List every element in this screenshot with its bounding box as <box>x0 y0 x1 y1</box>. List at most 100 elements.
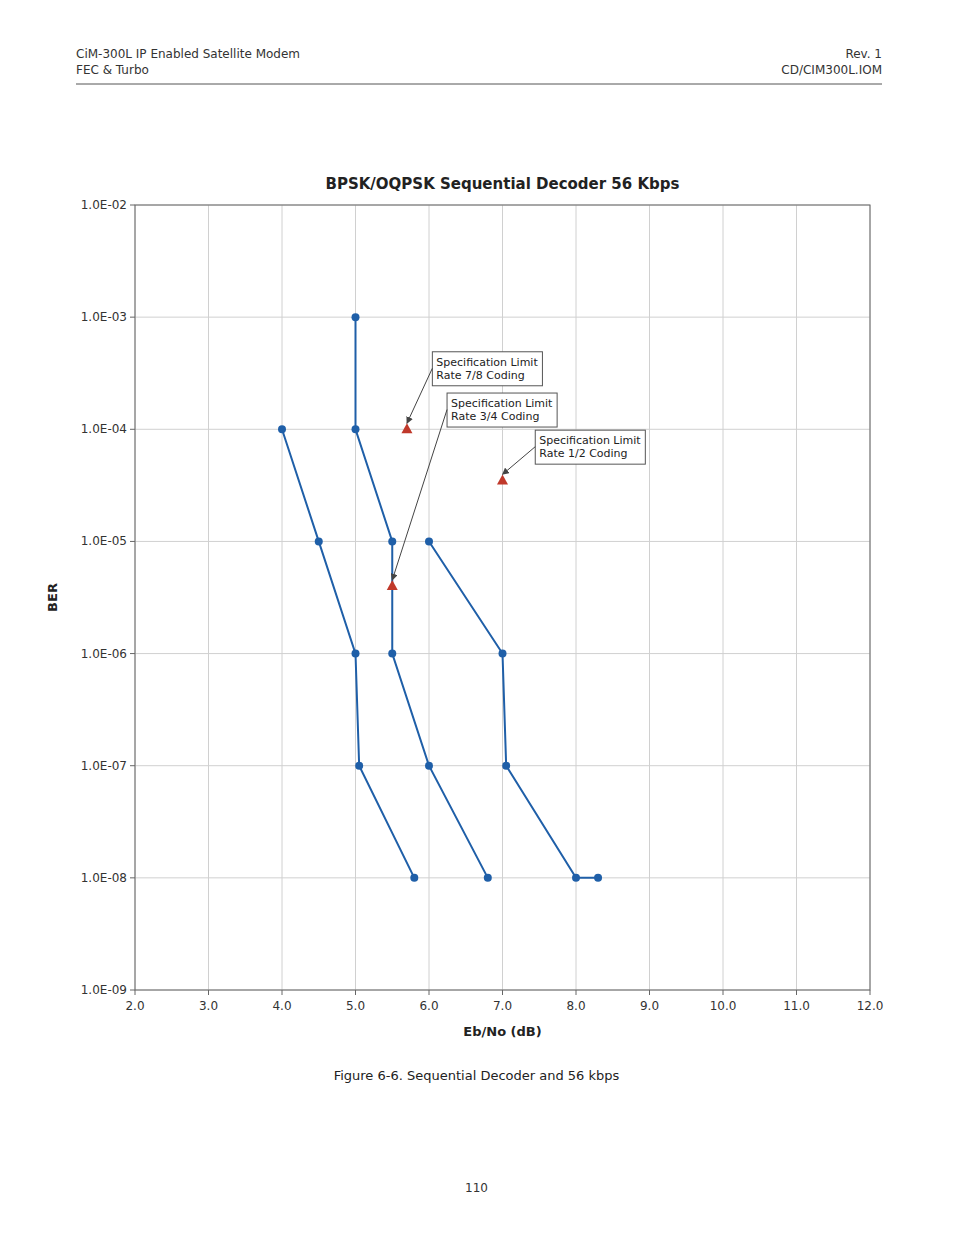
x-tick-label: 4.0 <box>272 999 291 1013</box>
series-point <box>499 650 507 658</box>
x-tick <box>429 990 430 995</box>
annotation-arrow <box>392 410 447 581</box>
series-point <box>388 650 396 658</box>
annotation: Specification LimitRate 3/4 Coding <box>447 393 557 427</box>
annotation-text: Specification LimitRate 3/4 Coding <box>451 397 553 423</box>
annotation-text: Specification LimitRate 1/2 Coding <box>539 434 641 460</box>
x-tick <box>723 990 724 995</box>
series-point <box>572 874 580 882</box>
annotation-point <box>387 580 398 590</box>
y-tick-label: 1.0E-09 <box>81 983 127 997</box>
annotation-box <box>432 352 542 386</box>
annotation-arrow <box>407 368 432 423</box>
y-tick <box>130 877 135 878</box>
annotation-point <box>401 423 412 433</box>
x-grid-line <box>208 205 209 990</box>
x-tick-label: 12.0 <box>857 999 884 1013</box>
header-right: CD/CIM300L.IOM <box>781 63 882 77</box>
y-tick-label: 1.0E-06 <box>81 647 127 661</box>
annotation-line: Rate 1/2 Coding <box>539 447 627 460</box>
y-tick-label: 1.0E-04 <box>81 422 127 436</box>
x-tick-label: 3.0 <box>199 999 218 1013</box>
annotation-box <box>535 430 645 464</box>
x-grid-line <box>723 205 724 990</box>
x-grid-line <box>576 205 577 990</box>
y-tick-label: 1.0E-03 <box>81 310 127 324</box>
header-right: Rev. 1 <box>845 47 882 61</box>
x-tick <box>135 990 136 995</box>
x-tick <box>502 990 503 995</box>
annotation-line: Rate 7/8 Coding <box>436 369 524 382</box>
y-tick-label: 1.0E-02 <box>81 198 127 212</box>
annotation-text: Specification LimitRate 7/8 Coding <box>436 356 538 382</box>
annotation-box <box>447 393 557 427</box>
x-grid-line <box>502 205 503 990</box>
annotation-line: Specification Limit <box>451 397 553 410</box>
x-tick-label: 11.0 <box>783 999 810 1013</box>
x-tick <box>649 990 650 995</box>
grid <box>135 205 870 990</box>
x-tick-label: 10.0 <box>710 999 737 1013</box>
header-left: FEC & Turbo <box>76 63 149 77</box>
y-axis-label: BER <box>45 583 60 612</box>
chart-title: BPSK/OQPSK Sequential Decoder 56 Kbps <box>326 175 680 193</box>
plot-background <box>135 205 870 990</box>
x-tick <box>796 990 797 995</box>
series-point <box>484 874 492 882</box>
x-grid-line <box>429 205 430 990</box>
series-point <box>410 874 418 882</box>
x-tick-label: 8.0 <box>566 999 585 1013</box>
y-tick-label: 1.0E-08 <box>81 871 127 885</box>
series-point <box>502 762 510 770</box>
x-grid-line <box>649 205 650 990</box>
annotation-line: Specification Limit <box>436 356 538 369</box>
x-axis-label: Eb/No (dB) <box>463 1024 541 1039</box>
x-tick <box>208 990 209 995</box>
y-tick-label: 1.0E-07 <box>81 759 127 773</box>
annotation-line: Specification Limit <box>539 434 641 447</box>
background <box>0 0 953 1235</box>
y-tick <box>130 990 135 991</box>
series-point <box>352 313 360 321</box>
x-tick <box>282 990 283 995</box>
x-tick <box>870 990 871 995</box>
series-point <box>355 762 363 770</box>
y-tick <box>130 765 135 766</box>
data-layer <box>278 313 602 882</box>
x-tick-label: 5.0 <box>346 999 365 1013</box>
annotation-point <box>497 474 508 484</box>
y-tick <box>130 317 135 318</box>
series-point <box>425 537 433 545</box>
y-tick <box>130 653 135 654</box>
x-tick-label: 9.0 <box>640 999 659 1013</box>
chart: CiM-300L IP Enabled Satellite Modem FEC &… <box>0 0 953 1235</box>
x-tick <box>355 990 356 995</box>
plot-frame <box>135 205 870 990</box>
series-point <box>388 537 396 545</box>
y-tick <box>130 429 135 430</box>
y-tick-label: 1.0E-05 <box>81 534 127 548</box>
caption: Figure 6-6. Sequential Decoder and 56 kb… <box>334 1068 620 1083</box>
series-line <box>282 429 414 878</box>
annotations: Specification LimitRate 7/8 CodingSpecif… <box>392 352 645 580</box>
series-point <box>315 537 323 545</box>
annotation: Specification LimitRate 1/2 Coding <box>535 430 645 464</box>
series-point <box>278 425 286 433</box>
series-point <box>425 762 433 770</box>
x-grid-line <box>796 205 797 990</box>
series-point <box>352 650 360 658</box>
x-tick-label: 7.0 <box>493 999 512 1013</box>
page-number: 110 <box>465 1181 488 1195</box>
x-tick-label: 2.0 <box>125 999 144 1013</box>
x-tick-label: 6.0 <box>419 999 438 1013</box>
x-tick <box>576 990 577 995</box>
header-rule <box>76 84 882 85</box>
series-line <box>429 541 598 877</box>
y-tick <box>130 541 135 542</box>
annotation: Specification LimitRate 7/8 Coding <box>432 352 542 386</box>
annotation-line: Rate 3/4 Coding <box>451 410 539 423</box>
annotation-arrow <box>503 447 536 475</box>
header-left: CiM-300L IP Enabled Satellite Modem <box>76 47 300 61</box>
x-grid-line <box>282 205 283 990</box>
series-point <box>594 874 602 882</box>
